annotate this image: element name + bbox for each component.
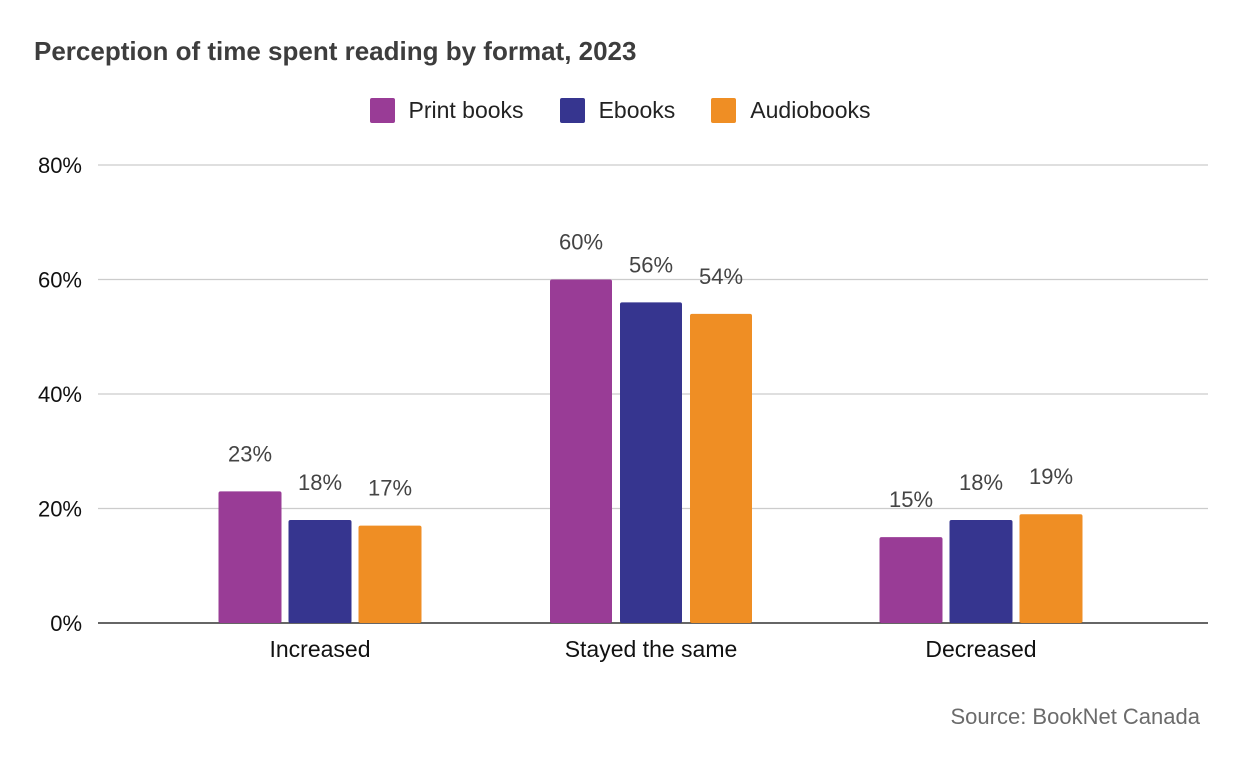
legend-label: Audiobooks <box>750 96 871 123</box>
legend-swatch <box>711 97 737 123</box>
bar-ebooks <box>949 519 1013 623</box>
data-label: 56% <box>629 252 673 277</box>
bar-ebooks <box>620 302 682 623</box>
data-label: 18% <box>298 470 342 495</box>
data-label: 19% <box>1029 464 1073 489</box>
data-label: 23% <box>228 441 272 466</box>
legend-label: Print books <box>408 96 524 123</box>
x-tick-label: Decreased <box>925 636 1036 662</box>
y-tick-label: 80% <box>38 153 82 178</box>
chart-title: Perception of time spent reading by form… <box>34 36 637 66</box>
bar-audiobooks <box>690 313 752 623</box>
legend-item: Ebooks <box>559 96 676 124</box>
data-label: 54% <box>699 264 743 289</box>
data-label: 60% <box>559 230 603 255</box>
bar-audiobooks <box>358 525 422 623</box>
bar-print-books <box>550 279 612 623</box>
data-label: 18% <box>959 470 1003 495</box>
legend-swatch <box>559 97 585 123</box>
bar-print-books <box>879 537 943 623</box>
y-tick-label: 60% <box>38 268 82 293</box>
legend-item: Print books <box>369 96 524 124</box>
legend-swatch <box>369 97 395 123</box>
y-tick-label: 40% <box>38 382 82 407</box>
data-label: 15% <box>889 487 933 512</box>
y-tick-label: 20% <box>38 497 82 522</box>
legend-item: Audiobooks <box>711 97 870 124</box>
bar-audiobooks <box>1019 514 1083 623</box>
y-tick-label: 0% <box>50 611 82 636</box>
legend-label: Ebooks <box>598 96 676 123</box>
x-tick-label: Increased <box>269 636 370 662</box>
legend: Print books Ebooks Audiobooks <box>0 94 1240 126</box>
x-tick-label: Stayed the same <box>565 636 738 662</box>
source-note: Source: BookNet Canada <box>950 704 1201 729</box>
bar-ebooks <box>288 519 352 623</box>
bar-print-books <box>218 491 282 623</box>
data-label: 17% <box>368 476 412 501</box>
